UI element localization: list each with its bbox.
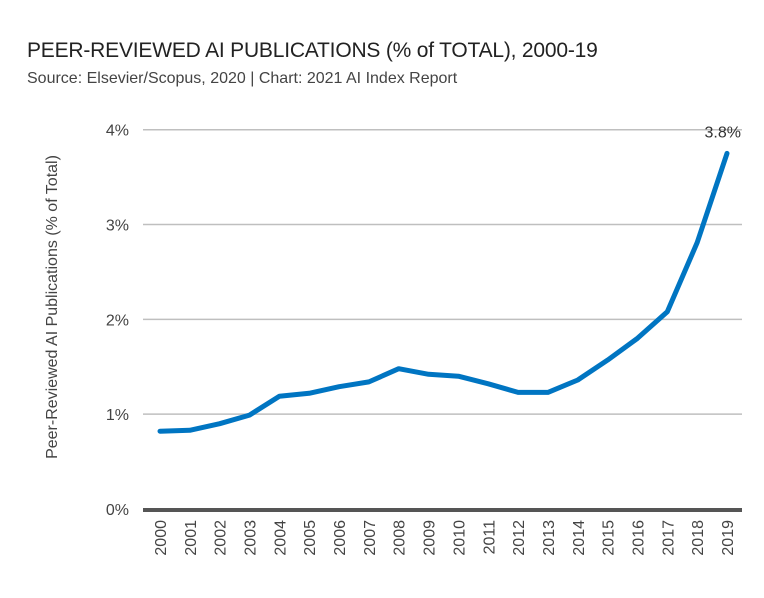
x-tick-label: 2012 <box>511 520 528 556</box>
x-tick-label: 2000 <box>153 520 170 556</box>
gridlines <box>143 128 742 512</box>
x-tick-label: 2002 <box>213 520 230 556</box>
x-tick-label: 2018 <box>690 520 707 556</box>
x-tick-label: 2008 <box>392 520 409 556</box>
y-tick-label: 2% <box>106 312 129 329</box>
x-axis-ticks: 2000 2001 2002 2003 2004 2005 2006 2007 2008 2009… <box>153 520 737 556</box>
x-tick-label: 2005 <box>302 520 319 556</box>
x-tick-label: 2001 <box>183 520 200 556</box>
x-tick-label: 2006 <box>332 520 349 556</box>
series-line <box>157 150 730 434</box>
x-tick-label: 2017 <box>660 520 677 556</box>
annotations: 3.8% <box>705 124 741 141</box>
x-tick-label: 2016 <box>630 520 647 556</box>
y-tick-label: 3% <box>106 218 129 235</box>
x-tick-label: 2011 <box>481 520 498 555</box>
x-tick-label: 2007 <box>362 520 379 556</box>
data-label: 3.8% <box>705 124 741 141</box>
y-tick-label: 4% <box>106 123 129 140</box>
x-tick-label: 2003 <box>243 520 260 556</box>
x-tick-label: 2019 <box>720 520 737 556</box>
x-tick-label: 2013 <box>541 520 558 556</box>
x-tick-label: 2015 <box>601 520 618 556</box>
chart-title: PEER-REVIEWED AI PUBLICATIONS (% of TOTA… <box>27 39 598 62</box>
x-tick-label: 2004 <box>272 520 289 556</box>
x-tick-label: 2014 <box>571 520 588 556</box>
y-tick-label: 0% <box>106 502 129 519</box>
x-tick-label: 2010 <box>451 520 468 556</box>
chart-subtitle: Source: Elsevier/Scopus, 2020 | Chart: 2… <box>27 70 458 87</box>
series-group <box>157 150 730 434</box>
x-tick-label: 2009 <box>422 520 439 556</box>
y-axis-ticks: 0% 1% 2% 3% 4% <box>106 123 129 519</box>
y-axis-label: Peer-Reviewed AI Publications (% of Tota… <box>44 155 61 459</box>
y-tick-label: 1% <box>106 407 129 424</box>
